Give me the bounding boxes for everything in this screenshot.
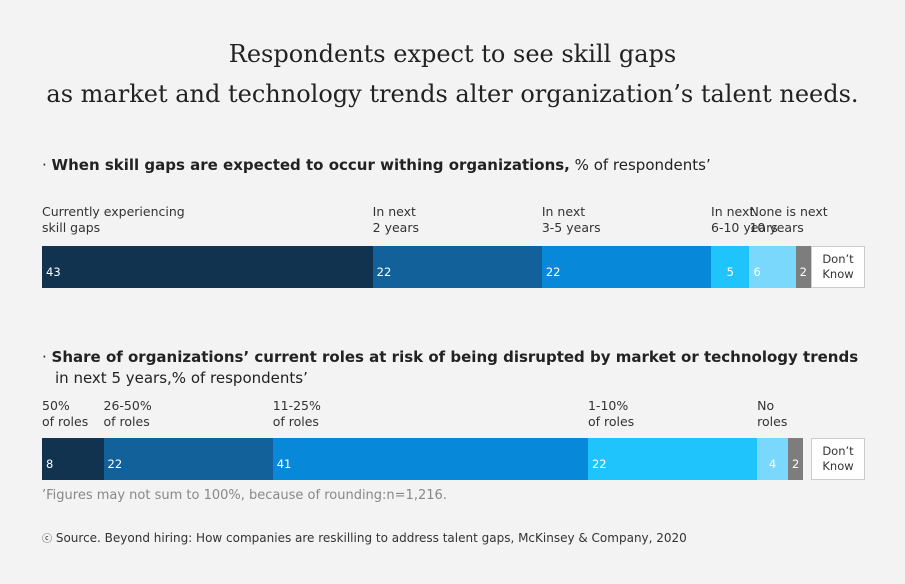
- bar-segment: [757, 438, 788, 480]
- title: as market and technology trends alter or…: [46, 80, 859, 108]
- category-label: Currently experiencing skill gaps: [42, 204, 185, 236]
- value-label: 4: [768, 457, 777, 471]
- category-label-line: 10 years: [749, 220, 804, 235]
- category-label: In next 6-10 years: [711, 204, 778, 236]
- note: ’Figures may not sum to 100%, because of…: [42, 488, 447, 503]
- other-label-box: Don’t Know: [811, 246, 865, 288]
- value-label: 5: [726, 265, 734, 279]
- bar-segment: [42, 246, 373, 288]
- category-label-line: 1-10%: [587, 398, 629, 413]
- bar-segment: [103, 438, 273, 480]
- bar-segment: [711, 246, 750, 288]
- category-label-line: In next: [372, 204, 416, 219]
- category-label-line: roles: [757, 414, 788, 429]
- category-label: 50% of roles: [42, 398, 88, 430]
- category-label: 1-10% of roles: [588, 398, 634, 430]
- chart-title: Share of organizations’ current roles at…: [51, 348, 859, 366]
- category-label-line: In next: [711, 204, 755, 219]
- category-label: In next 3-5 years: [542, 204, 601, 236]
- category-label: None is next 10 years: [749, 204, 827, 236]
- source-text: Source. Beyond hiring: How companies are…: [55, 531, 687, 545]
- chart-header: · Share of organizations’ current roles …: [42, 348, 859, 366]
- category-label-line: None is next: [749, 204, 828, 219]
- other-label: Don’t: [822, 252, 854, 266]
- chart-subtitle: in next 5 years,% of respondents’: [55, 369, 308, 387]
- category-label: In next 2 years: [373, 204, 419, 236]
- category-label-line: 26-50%: [103, 398, 152, 413]
- value-label: 41: [276, 457, 292, 471]
- category-label-line: Currently experiencing: [42, 204, 185, 219]
- value-label: 2: [799, 265, 807, 279]
- category-label-line: skill gaps: [42, 220, 101, 235]
- category-label-line: of roles: [587, 414, 635, 429]
- bar-segment: [787, 438, 804, 480]
- value-label: 8: [46, 457, 54, 471]
- bar-segment: [272, 438, 588, 480]
- category-label-line: of roles: [103, 414, 150, 429]
- bar-segment: [587, 438, 758, 480]
- value-label: 43: [46, 265, 61, 279]
- value-label: 22: [591, 457, 607, 471]
- category-label-line: No: [757, 398, 775, 413]
- other-label: Don’t: [822, 444, 854, 458]
- category-label-line: In next: [541, 204, 586, 219]
- bar-segment: [372, 246, 542, 288]
- bar-segment: [42, 438, 104, 480]
- category-label-line: of roles: [272, 414, 319, 429]
- bar-segment: [749, 246, 796, 288]
- other-label-box: Don’t Know: [811, 438, 865, 480]
- value-label: 22: [545, 265, 561, 279]
- chart-subtitle: % of respondents’: [574, 156, 711, 174]
- other-label: Know: [822, 267, 854, 281]
- category-label-line: 6-10 years: [711, 220, 778, 235]
- category-label-line: 50%: [42, 398, 70, 413]
- other-label: Know: [822, 459, 854, 473]
- category-label: No roles: [757, 398, 787, 430]
- category-label: 26-50% of roles: [104, 398, 152, 430]
- value-label: 22: [376, 265, 392, 279]
- category-label-line: 11-25%: [272, 398, 321, 413]
- source: ⓒ Source. Beyond hiring: How companies a…: [42, 531, 687, 545]
- category-label-line: 3-5 years: [541, 220, 601, 235]
- category-label-line: 2 years: [372, 220, 419, 235]
- bar-segment: [541, 246, 712, 288]
- chart-title: When skill gaps are expected to occur wi…: [51, 156, 570, 174]
- value-label: 6: [753, 265, 761, 279]
- title: Respondents expect to see skill gaps: [228, 40, 677, 68]
- value-label: 22: [107, 457, 123, 471]
- value-label: 2: [791, 457, 800, 471]
- bar-segment: [795, 246, 811, 288]
- chart-header: · When skill gaps are expected to occur …: [42, 156, 711, 174]
- category-label: 11-25% of roles: [273, 398, 321, 430]
- category-label-line: of roles: [42, 414, 89, 429]
